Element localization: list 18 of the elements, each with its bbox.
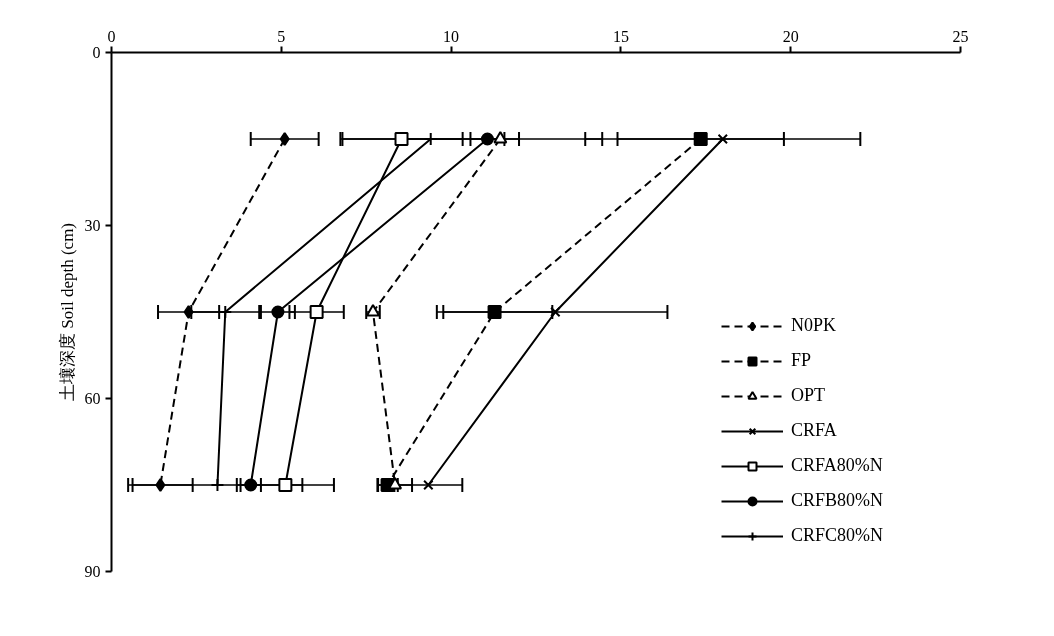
y-tick-label: 60: [84, 390, 101, 407]
y-tick-label: 90: [84, 563, 101, 580]
y-tick-label: 30: [84, 217, 101, 234]
y-axis-title: 土壤深度 Soil depth (cm): [57, 222, 77, 402]
x-tick-label: 20: [782, 27, 799, 45]
legend-label: OPT: [791, 385, 826, 406]
legend-label: FP: [791, 350, 812, 371]
x-tick-label: 10: [443, 27, 460, 45]
x-tick-label: 15: [612, 27, 629, 45]
x-tick-label: 5: [277, 27, 286, 45]
legend-label: CRFA: [791, 420, 837, 441]
y-tick-label: 0: [92, 44, 101, 61]
legend-label: CRFA80%N: [791, 455, 883, 476]
x-tick-label: 25: [952, 27, 969, 45]
legend-label: CRFB80%N: [791, 490, 884, 511]
legend-label: N0PK: [791, 315, 837, 336]
x-tick-label: 0: [107, 27, 116, 45]
legend-label: CRFC80%N: [791, 525, 884, 546]
